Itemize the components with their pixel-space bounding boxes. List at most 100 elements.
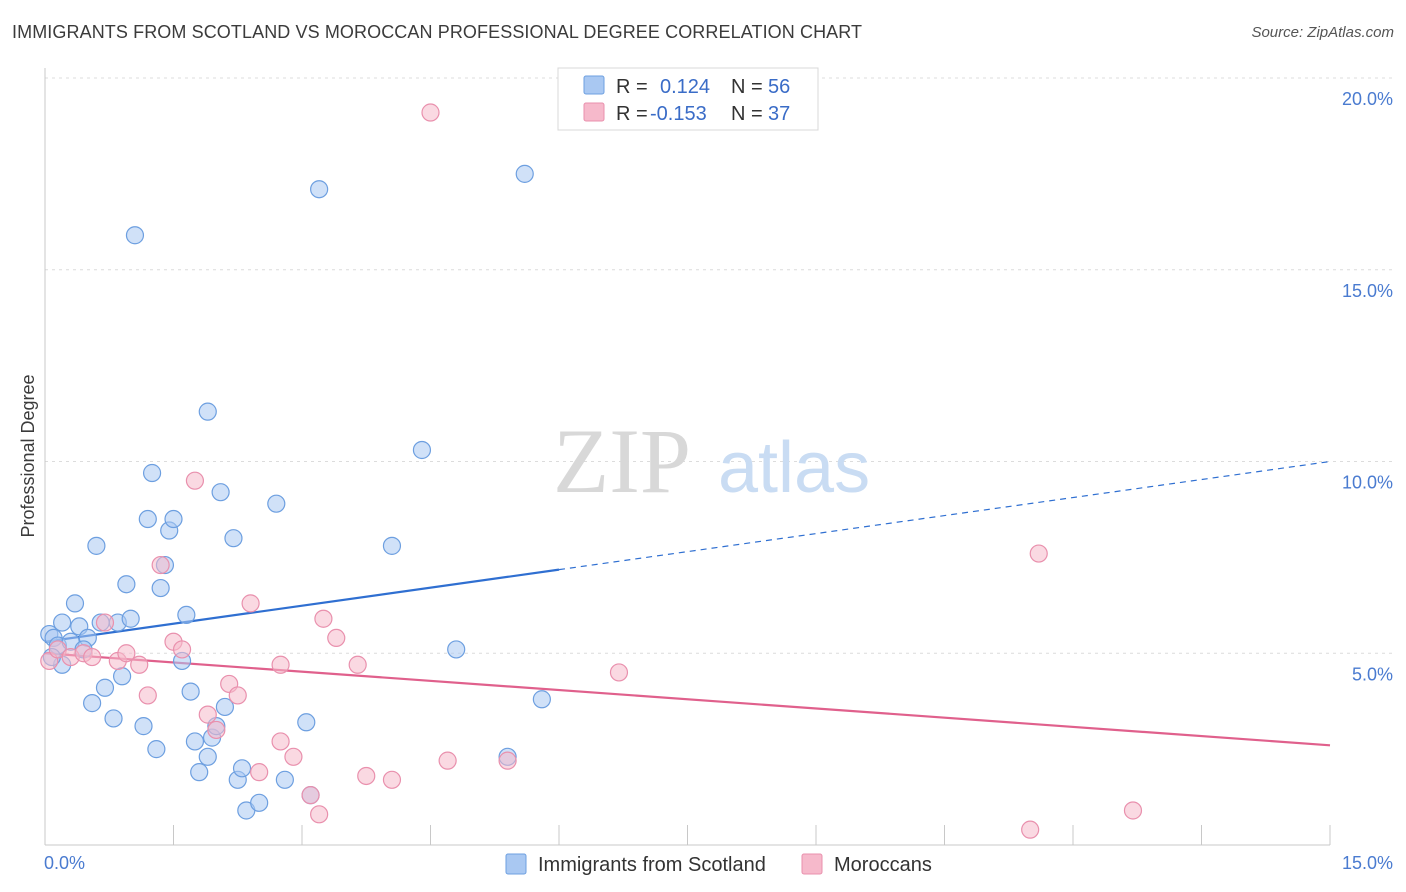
y-tick-label: 5.0%: [1352, 664, 1393, 684]
legend-r-label-2: R =: [616, 103, 648, 125]
point-scotland: [232, 759, 252, 778]
point-scotland: [185, 732, 205, 751]
point-scotland: [412, 440, 432, 460]
point-scotland: [532, 690, 551, 709]
point-moroccans: [284, 747, 303, 766]
point-moroccans: [83, 647, 102, 667]
tick-labels: 5.0% 10.0% 15.0% 20.0% 0.0% 15.0%: [44, 89, 1393, 873]
source-label: Source: ZipAtlas.com: [1251, 24, 1394, 41]
trend-line-scotland: [44, 568, 560, 643]
point-scotland: [142, 463, 162, 483]
point-moroccans: [1123, 801, 1143, 820]
point-moroccans: [609, 663, 629, 682]
point-scotland: [112, 667, 132, 686]
point-moroccans: [130, 655, 149, 674]
point-moroccans: [228, 686, 247, 705]
y-axis-label: Professional Degree: [18, 374, 38, 537]
legend-label-moroccans: Moroccans: [834, 854, 932, 876]
point-moroccans: [382, 770, 402, 789]
legend-swatch-moroccans-bottom: [801, 853, 823, 875]
point-scotland: [125, 226, 145, 245]
point-moroccans: [271, 732, 290, 751]
point-scotland: [164, 509, 183, 529]
point-scotland: [177, 605, 196, 625]
point-scotland: [211, 483, 230, 502]
point-moroccans: [327, 628, 346, 648]
legend-r-value-1: 0.124: [660, 76, 710, 98]
point-scotland: [190, 763, 209, 782]
axes: [44, 68, 1331, 846]
point-scotland: [198, 402, 217, 421]
point-scotland: [147, 740, 166, 759]
point-moroccans: [271, 655, 290, 674]
point-scotland: [275, 770, 294, 789]
point-scotland: [138, 509, 157, 529]
point-scotland: [87, 536, 106, 555]
trend-lines: [44, 460, 1331, 747]
point-moroccans: [498, 751, 517, 770]
watermark-zip: ZIP: [553, 410, 691, 512]
point-moroccans: [117, 644, 136, 663]
point-moroccans: [198, 705, 217, 724]
x-tick-label: 15.0%: [1342, 853, 1393, 873]
point-scotland: [447, 640, 466, 659]
legend-n-label-1: N =: [731, 76, 763, 98]
point-moroccans: [151, 555, 170, 575]
gridlines: [45, 77, 1395, 654]
x-tick-label: 0.0%: [44, 853, 85, 873]
legend-r-value-2: -0.153: [650, 103, 707, 125]
legend-n-value-2: 37: [768, 103, 790, 125]
point-moroccans: [185, 471, 205, 490]
point-scotland: [515, 164, 534, 183]
point-moroccans: [250, 763, 269, 782]
point-scotland: [250, 793, 269, 812]
point-scotland: [65, 594, 85, 613]
legend-label-immigrants-from-scotland: Immigrants from Scotland: [538, 854, 766, 876]
point-scotland: [83, 694, 102, 713]
series-legend: Immigrants from Scotland Moroccans: [505, 853, 932, 876]
point-moroccans: [138, 686, 157, 705]
y-tick-label: 15.0%: [1342, 281, 1393, 301]
trend-line-moroccans: [44, 652, 1331, 747]
point-moroccans: [348, 655, 367, 674]
point-moroccans: [421, 103, 440, 122]
point-scotland: [267, 494, 286, 513]
y-tick-label: 20.0%: [1342, 89, 1393, 109]
point-moroccans: [438, 751, 457, 770]
point-scotland: [310, 180, 329, 199]
legend-r-label-1: R =: [616, 76, 648, 98]
point-scotland: [134, 717, 153, 736]
point-scotland: [215, 697, 234, 717]
point-scotland: [382, 536, 402, 555]
correlation-legend: R = 0.124 N = 56 R = -0.153 N = 37: [557, 67, 819, 131]
point-moroccans: [207, 720, 226, 740]
point-scotland: [151, 578, 170, 598]
chart-title: IMMIGRANTS FROM SCOTLAND VS MOROCCAN PRO…: [12, 22, 863, 42]
point-moroccans: [95, 613, 115, 632]
point-moroccans: [1021, 820, 1040, 839]
y-tick-label: 10.0%: [1342, 473, 1393, 493]
trend-line-scotland-extension: [558, 460, 1331, 571]
point-scotland: [297, 713, 316, 732]
point-scotland: [104, 709, 123, 728]
legend-swatch-scotland: [583, 75, 605, 95]
point-moroccans: [1029, 544, 1048, 563]
point-scotland: [224, 529, 243, 548]
legend-n-label-2: N =: [731, 103, 763, 125]
data-points: [40, 103, 1143, 839]
point-moroccans: [172, 640, 192, 659]
point-moroccans: [357, 766, 376, 786]
point-moroccans: [310, 805, 329, 824]
point-scotland: [121, 609, 140, 628]
point-scotland: [53, 613, 72, 632]
point-scotland: [117, 575, 136, 594]
legend-swatch-immigrants-from-scotland: [505, 853, 527, 875]
watermark: ZIP atlas: [553, 410, 870, 512]
point-moroccans: [314, 609, 333, 628]
point-moroccans: [241, 594, 260, 613]
legend-n-value-1: 56: [768, 76, 790, 98]
point-moroccans: [301, 786, 320, 805]
point-scotland: [181, 682, 200, 701]
watermark-atlas: atlas: [718, 428, 870, 508]
